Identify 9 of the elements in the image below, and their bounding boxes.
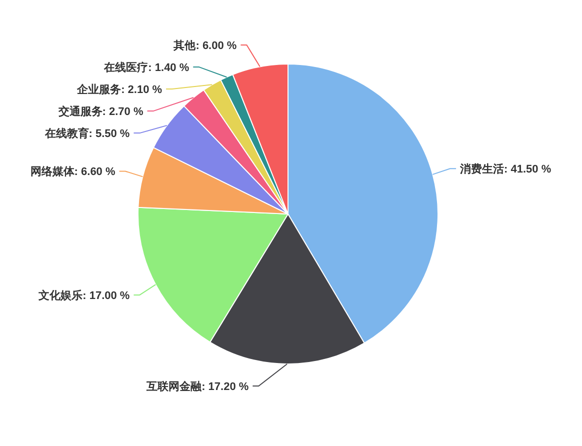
slice-label: 交通服务: 2.70 % — [57, 105, 144, 118]
slice-label: 其他: 6.00 % — [172, 39, 237, 52]
slice-label: 消费生活: 41.50 % — [459, 162, 552, 176]
slice-label: 互联网金融: 17.20 % — [146, 380, 249, 393]
slice-label: 网络媒体: 6.60 % — [30, 165, 116, 178]
slice-label: 企业服务: 2.10 % — [76, 83, 162, 96]
slice-label: 在线教育: 5.50 % — [44, 127, 130, 140]
slice-label: 在线医疗: 1.40 % — [103, 61, 190, 74]
slice-label: 文化娱乐: 17.00 % — [38, 288, 130, 302]
